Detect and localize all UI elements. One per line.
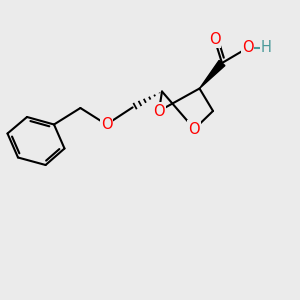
Text: O: O: [153, 103, 165, 118]
Polygon shape: [200, 60, 225, 88]
Text: O: O: [209, 32, 220, 46]
Text: H: H: [261, 40, 272, 56]
Text: O: O: [101, 117, 112, 132]
Text: O: O: [189, 122, 200, 136]
Text: O: O: [242, 40, 253, 56]
